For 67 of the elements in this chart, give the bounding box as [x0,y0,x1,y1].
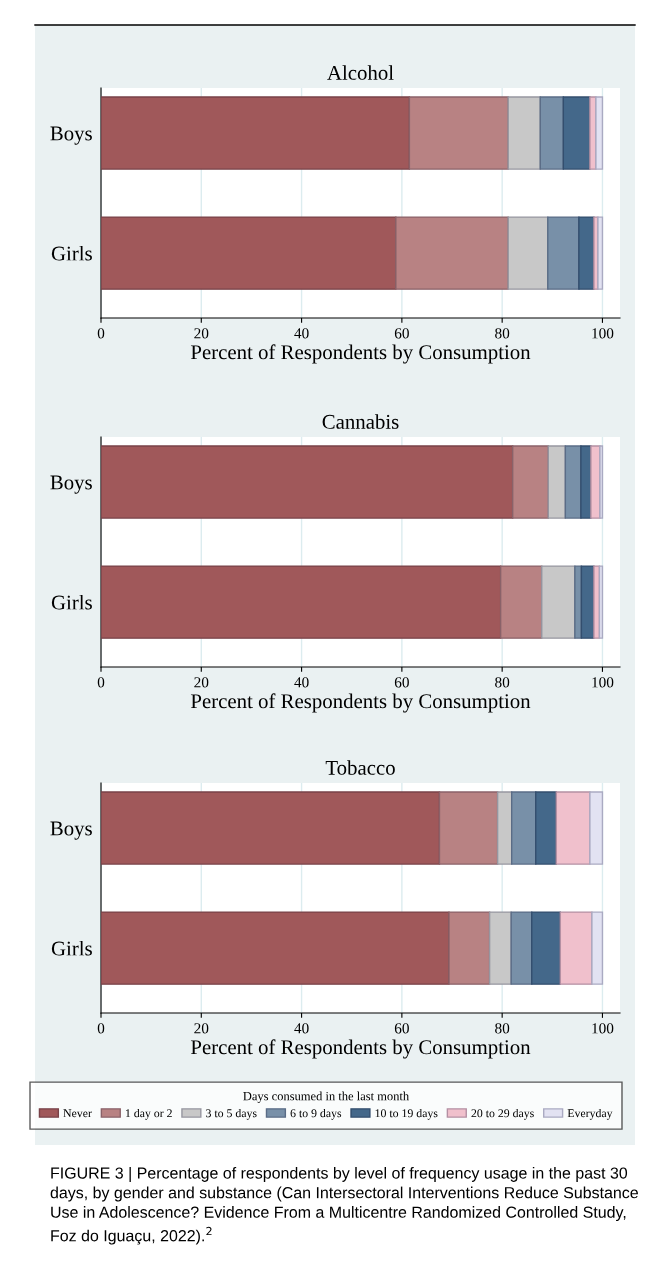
x-axis-title: Percent of Respondents by Consumption [190,1039,531,1059]
bar [101,96,411,170]
x-axis-title: Percent of Respondents by Consumption [190,344,531,364]
bar [101,791,441,865]
y-tick-label: Girls [51,594,92,610]
bar [541,565,576,639]
bar [559,911,593,985]
y-tick-label: Boys [50,126,92,145]
y-tick-label: Girls [51,940,92,956]
x-tick-label: 20 [194,1023,209,1034]
bar [488,911,512,985]
y-tick-label: Boys [50,475,92,494]
bar [496,791,513,865]
x-tick-label: 40 [294,677,309,688]
x-tick-label: 80 [495,328,510,339]
bar [535,791,558,865]
x-tick-label: 100 [592,677,614,688]
bar [531,911,562,985]
legend-label: 3 to 5 days [206,1108,257,1120]
bar [539,96,565,170]
bar [547,445,567,519]
legend-label: 6 to 9 days [290,1108,342,1120]
bar [562,96,591,170]
x-tick-label: 100 [592,328,614,339]
bar [448,911,491,985]
x-axis-title: Percent of Respondents by Consumption [190,693,531,713]
x-tick-label: 0 [97,328,105,339]
legend-label: Everyday [567,1108,613,1120]
bar [555,791,591,865]
x-tick-label: 80 [495,677,510,688]
bar [408,96,509,170]
bar [101,565,502,639]
x-tick-label: 60 [394,328,409,339]
x-tick-label: 40 [294,328,309,339]
x-tick-label: 0 [97,677,105,688]
bar [510,911,533,985]
x-tick-label: 60 [394,1023,409,1034]
x-tick-label: 20 [194,677,209,688]
bar [510,791,537,865]
x-tick-label: 60 [394,677,409,688]
legend-label: Never [63,1109,92,1118]
chart-title: Alcohol [327,65,394,80]
bar [101,445,514,519]
y-tick-label: Boys [50,821,92,840]
legend-title: Days consumed in the last month [243,1091,409,1103]
bar [547,216,580,290]
x-tick-label: 40 [294,1023,309,1034]
caption: FIGURE 3 | Percentage of respondents by level of frequency usage in the past 30 days, by gender and substance (Can Intersectoral Interventions Reduce Substance Use in Adolescence? Evidence From a Multicentre Randomized Controlled Study, Foz do Iguaçu, 2022).$^{2}$ [50,1167,638,1245]
legend-label: 20 to 29 days [471,1108,534,1120]
bar [507,96,541,170]
bar [395,216,509,290]
x-tick-label: 0 [97,1023,105,1034]
bar [511,445,549,519]
bar [101,911,450,985]
legend-label: 10 to 19 days [375,1108,438,1120]
x-tick-label: 80 [495,1023,510,1034]
y-tick-label: Girls [51,245,92,261]
bar [507,216,549,290]
bar [438,791,499,865]
bar [499,565,543,639]
x-tick-label: 20 [194,328,209,339]
bar [101,216,397,290]
chart-title: Cannabis [322,414,399,429]
x-tick-label: 100 [592,1023,614,1034]
legend-label: 1 day or 2 [125,1108,172,1120]
chart-title: Tobacco [325,760,395,775]
bar [578,216,595,290]
